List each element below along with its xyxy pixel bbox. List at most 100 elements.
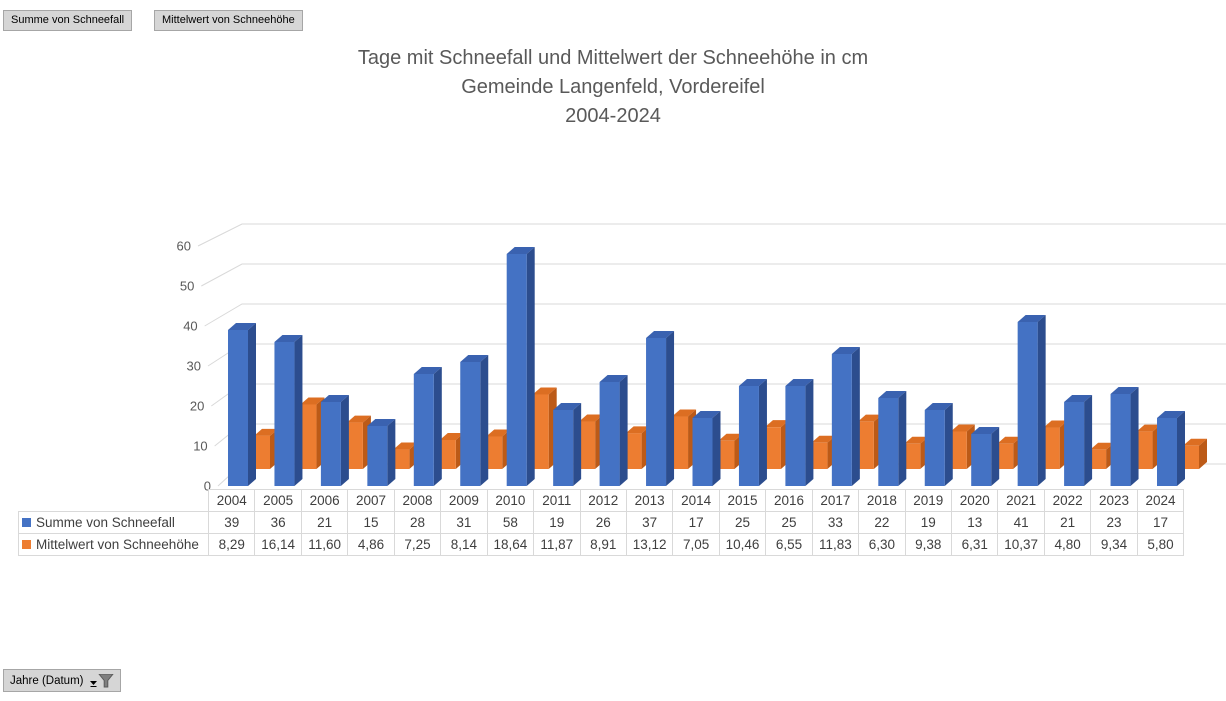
- value-cell: 28: [393, 511, 442, 534]
- y-axis-tick-label: 60: [177, 239, 191, 254]
- bar-2019-schneefall: [924, 410, 945, 486]
- bar-2008-schneehoehe: [439, 440, 456, 469]
- axis-field-label: Jahre (Datum): [10, 674, 84, 687]
- bar-2013-schneefall: [646, 338, 667, 486]
- bar-2022-schneefall: [1084, 395, 1093, 486]
- bar-2012-schneefall: [599, 382, 620, 486]
- bar-2006-schneefall: [340, 395, 349, 486]
- bar-2011-schneefall: [553, 410, 574, 486]
- y-axis-tick-label: 10: [193, 439, 207, 454]
- bar-2020-schneefall: [971, 427, 1000, 434]
- year-header-cell: 2024: [1136, 489, 1185, 512]
- bar-2023-schneehoehe: [1136, 431, 1153, 469]
- bar-2010-schneefall: [506, 254, 527, 486]
- bar-2022-schneefall: [1064, 395, 1093, 402]
- value-cell: 13,12: [625, 533, 674, 556]
- bar-2019-schneefall: [944, 403, 953, 486]
- series-name: Summe von Schneefall: [36, 515, 175, 530]
- value-cell: 31: [440, 511, 488, 534]
- bar-2007-schneefall: [367, 419, 396, 426]
- bar-2017-schneefall: [831, 354, 852, 486]
- value-cell: 11,60: [300, 533, 349, 556]
- legend-key-schneefall-icon: [22, 518, 31, 527]
- value-cell: 11,87: [533, 533, 581, 556]
- value-cell: 17: [1136, 511, 1185, 534]
- bar-2004-schneefall: [248, 323, 256, 486]
- bar-2024-schneefall: [1177, 411, 1185, 486]
- bar-2008-schneefall: [433, 367, 442, 486]
- value-cell: 8,14: [440, 533, 488, 556]
- chart-title: Tage mit Schneefall und Mittelwert der S…: [0, 44, 1226, 131]
- value-cell: 23: [1090, 511, 1138, 534]
- bar-2007-schneefall: [387, 419, 396, 486]
- value-cell: 9,38: [904, 533, 953, 556]
- year-header-cell: 2007: [347, 489, 395, 512]
- value-cell: 8,29: [207, 533, 256, 556]
- bar-2009-schneehoehe: [486, 436, 503, 469]
- bar-2021-schneehoehe: [1043, 427, 1060, 469]
- bar-2005-schneefall: [274, 335, 303, 342]
- year-header-cell: 2006: [300, 489, 349, 512]
- value-cell: 19: [533, 511, 581, 534]
- bar-2009-schneefall: [460, 355, 489, 362]
- bar-2011-schneefall: [553, 403, 582, 410]
- year-header-cell: 2016: [765, 489, 813, 512]
- chart-data-table: 2004 2005 2006 2007 2008 2009 2010 2011 2012 2013…: [18, 489, 1185, 556]
- bar-2020-schneefall: [991, 427, 1000, 486]
- value-cell: 5,80: [1136, 533, 1185, 556]
- bar-2005-schneefall: [274, 342, 295, 486]
- table-corner-blank: [19, 490, 209, 512]
- bar-2008-schneefall: [413, 367, 442, 374]
- year-header-cell: 2014: [672, 489, 720, 512]
- bar-2010-schneefall: [506, 247, 535, 254]
- series-label-cell: Mittelwert von Schneehöhe: [18, 533, 209, 556]
- bar-2006-schneehoehe: [346, 422, 363, 469]
- y-axis-tick-label: 50: [180, 279, 194, 294]
- bar-2017-schneefall: [851, 347, 860, 486]
- value-cell: 7,05: [672, 533, 720, 556]
- value-cell: 17: [672, 511, 720, 534]
- value-cell: 4,86: [347, 533, 395, 556]
- bar-2016-schneefall: [785, 386, 806, 486]
- bar-2016-schneefall: [805, 379, 814, 486]
- bar-2021-schneefall: [1037, 315, 1046, 486]
- year-header-cell: 2009: [440, 489, 488, 512]
- value-cell: 19: [904, 511, 953, 534]
- value-cell: 11,83: [811, 533, 860, 556]
- value-cell: 13: [950, 511, 999, 534]
- value-cell: 41: [997, 511, 1045, 534]
- bar-2018-schneefall: [878, 391, 907, 398]
- axis-field-filter-button[interactable]: Jahre (Datum): [3, 669, 121, 692]
- bar-2021-schneefall: [1017, 315, 1046, 322]
- bar-2013-schneefall: [666, 331, 675, 486]
- value-cell: 33: [811, 511, 860, 534]
- bar-2015-schneefall: [738, 386, 759, 486]
- bar-2012-schneefall: [619, 375, 628, 486]
- value-cell: 39: [207, 511, 256, 534]
- value-cell: 7,25: [393, 533, 442, 556]
- pivot-field-button-schneehoehe[interactable]: Mittelwert von Schneehöhe: [154, 10, 303, 31]
- bar-2006-schneefall: [320, 395, 349, 402]
- year-header-cell: 2015: [718, 489, 767, 512]
- year-header-cell: 2023: [1090, 489, 1138, 512]
- gridline: [207, 343, 1226, 367]
- gridline: [204, 303, 1226, 327]
- value-cell: 6,30: [858, 533, 906, 556]
- bar-2012-schneefall: [599, 375, 628, 382]
- pivot-field-button-schneefall[interactable]: Summe von Schneefall: [3, 10, 133, 31]
- bar-2007-schneefall: [367, 426, 388, 486]
- year-header-cell: 2021: [997, 489, 1045, 512]
- series-label-cell: Summe von Schneefall: [18, 511, 209, 534]
- y-axis-tick-label: 30: [187, 359, 201, 374]
- year-header-cell: 2004: [207, 489, 256, 512]
- year-header-cell: 2010: [486, 489, 535, 512]
- bar-2022-schneefall: [1064, 402, 1085, 486]
- bar-2023-schneefall: [1110, 394, 1131, 486]
- value-cell: 15: [347, 511, 395, 534]
- bar-2015-schneefall: [758, 379, 767, 486]
- bar-2020-schneehoehe: [997, 443, 1014, 469]
- bar-2009-schneefall: [460, 362, 481, 486]
- year-header-cell: 2005: [254, 489, 302, 512]
- value-cell: 18,64: [486, 533, 535, 556]
- value-cell: 10,46: [718, 533, 767, 556]
